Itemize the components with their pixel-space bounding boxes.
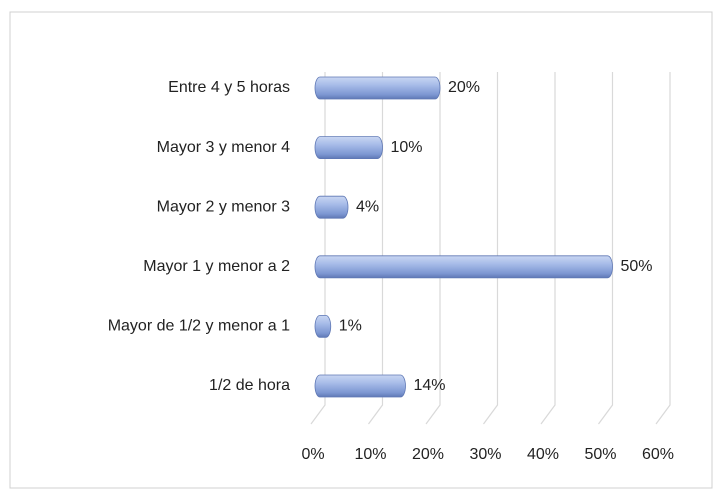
grid-line bbox=[655, 72, 671, 425]
bar bbox=[314, 136, 383, 160]
grid-line bbox=[368, 72, 384, 425]
x-tick-label: 20% bbox=[412, 446, 444, 463]
x-tick-label: 10% bbox=[354, 446, 386, 463]
bar bbox=[314, 76, 441, 100]
y-tick-label: Mayor 2 y menor 3 bbox=[157, 198, 290, 215]
x-tick-label: 40% bbox=[527, 446, 559, 463]
data-label: 4% bbox=[356, 198, 379, 215]
y-tick-label: Mayor de 1/2 y menor a 1 bbox=[108, 318, 290, 335]
data-label: 14% bbox=[414, 377, 446, 394]
grid-line bbox=[425, 72, 441, 425]
y-tick-label: 1/2 de hora bbox=[209, 377, 290, 394]
bar bbox=[314, 374, 406, 398]
bar bbox=[314, 195, 349, 219]
data-label: 50% bbox=[621, 258, 653, 275]
data-label: 20% bbox=[448, 79, 480, 96]
x-tick-label: 60% bbox=[642, 446, 674, 463]
y-tick-label: Mayor 3 y menor 4 bbox=[157, 139, 290, 156]
grid-line bbox=[540, 72, 556, 425]
grid-line bbox=[310, 72, 326, 425]
y-tick-label: Entre 4 y 5 horas bbox=[168, 79, 290, 96]
grid-line bbox=[483, 72, 499, 425]
grid-line bbox=[598, 72, 614, 425]
x-tick-label: 0% bbox=[301, 446, 324, 463]
bar bbox=[314, 255, 613, 279]
x-tick-label: 50% bbox=[584, 446, 616, 463]
y-tick-label: Mayor 1 y menor a 2 bbox=[143, 258, 290, 275]
bar bbox=[314, 314, 332, 338]
data-label: 10% bbox=[391, 139, 423, 156]
x-tick-label: 30% bbox=[469, 446, 501, 463]
data-label: 1% bbox=[339, 318, 362, 335]
